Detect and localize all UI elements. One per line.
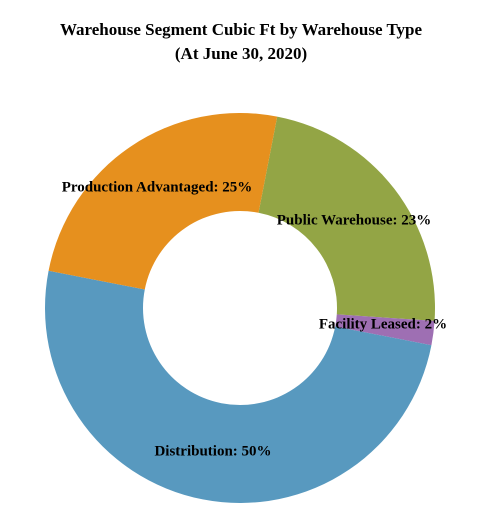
data-label: Public Warehouse: 23% [277, 212, 431, 228]
labels: Public Warehouse: 23% Facility Leased: 2%… [62, 179, 447, 459]
donut [45, 113, 435, 504]
data-label: Distribution: 50% [154, 443, 271, 459]
wedge [48, 113, 278, 290]
wedge [45, 270, 432, 504]
chart-subtitle: (At June 30, 2020) [175, 44, 307, 63]
data-label: Production Advantaged: 25% [62, 179, 253, 195]
data-label: Facility Leased: 2% [319, 316, 447, 332]
wedge [258, 116, 435, 321]
wedge [335, 314, 435, 346]
chart-title: Warehouse Segment Cubic Ft by Warehouse … [60, 20, 423, 39]
